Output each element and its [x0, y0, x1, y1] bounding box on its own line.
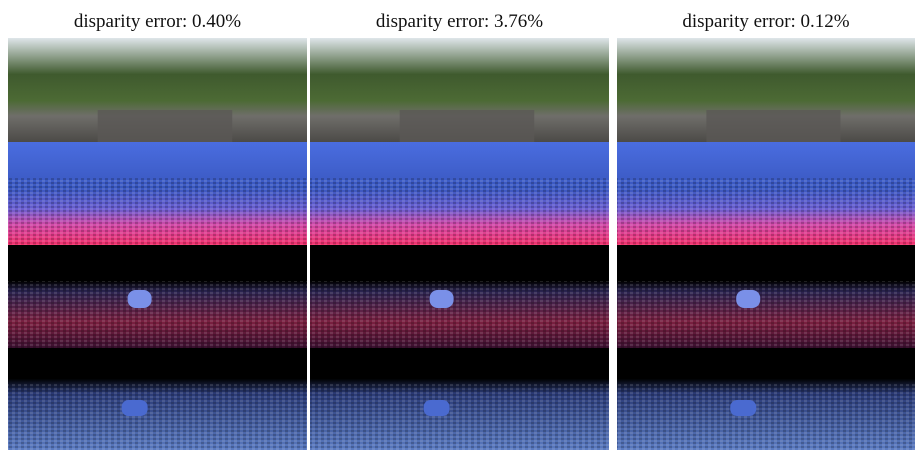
road: [400, 110, 535, 142]
texture: [8, 281, 307, 348]
texture: [310, 384, 609, 450]
column-title: disparity error: 3.76%: [376, 11, 543, 32]
column-title: disparity error: 0.40%: [74, 11, 241, 32]
texture: [310, 281, 609, 348]
texture: [617, 281, 915, 348]
panels: disparity error: 0.40% disparity error: 3…: [8, 11, 915, 450]
car: [122, 400, 148, 416]
car: [430, 290, 454, 308]
road: [98, 110, 233, 142]
car: [736, 290, 760, 308]
car: [128, 290, 152, 308]
texture: [617, 178, 915, 245]
texture: [8, 384, 307, 450]
road: [706, 110, 840, 142]
car: [730, 400, 756, 416]
figure: disparity error: 0.40% disparity error: 3…: [0, 0, 917, 450]
column-title: disparity error: 0.12%: [682, 11, 849, 32]
car: [424, 400, 450, 416]
texture: [310, 178, 609, 245]
texture: [8, 178, 307, 245]
texture: [617, 384, 915, 450]
